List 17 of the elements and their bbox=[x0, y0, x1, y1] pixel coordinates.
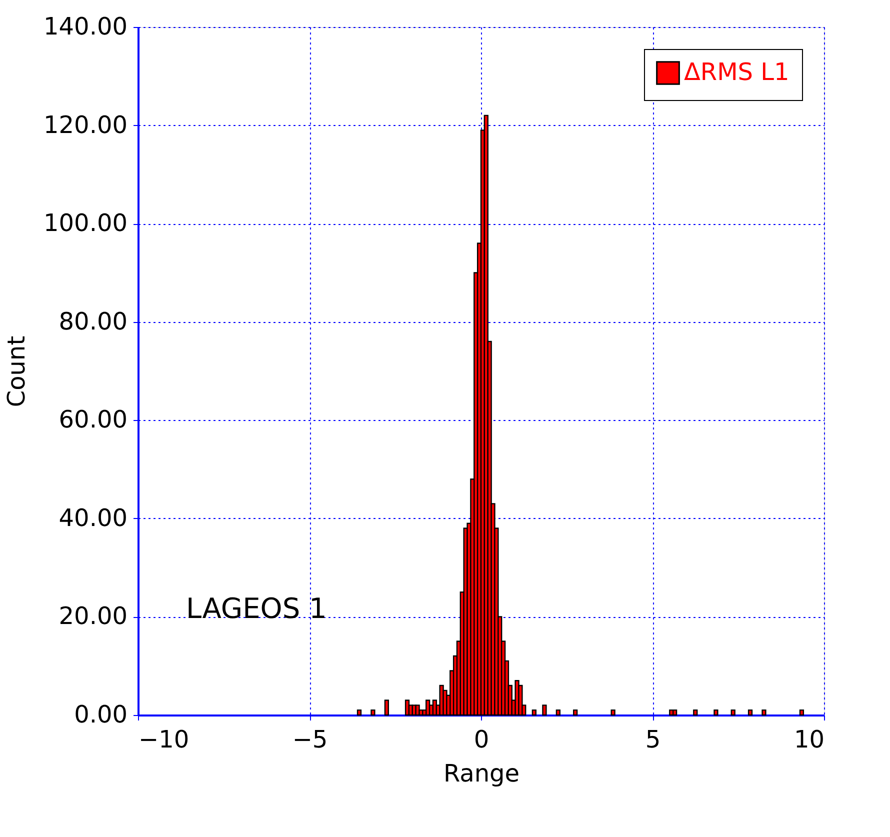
y-tick-label: 20.00 bbox=[58, 602, 128, 630]
y-tick-label: 0.00 bbox=[74, 700, 128, 728]
annotation: LAGEOS 1 bbox=[186, 592, 327, 625]
x-axis-title: Range bbox=[443, 760, 520, 788]
y-tick-label: 40.00 bbox=[58, 504, 128, 532]
y-tick-label: 120.00 bbox=[44, 110, 128, 139]
y-tick-label: 80.00 bbox=[58, 307, 128, 336]
y-tick-label: 100.00 bbox=[44, 209, 128, 238]
x-tick-label: −10 bbox=[138, 726, 190, 754]
x-tick-label: −5 bbox=[292, 726, 328, 754]
y-tick-label: 60.00 bbox=[58, 406, 128, 434]
x-tick-label: 5 bbox=[645, 726, 661, 754]
legend-label: ΔRMS L1 bbox=[684, 58, 790, 86]
y-tick-label: 140.00 bbox=[44, 12, 128, 40]
x-tick-label: 0 bbox=[474, 726, 490, 754]
x-tick-label: 10 bbox=[794, 726, 824, 754]
y-axis-title: Count bbox=[2, 336, 31, 408]
